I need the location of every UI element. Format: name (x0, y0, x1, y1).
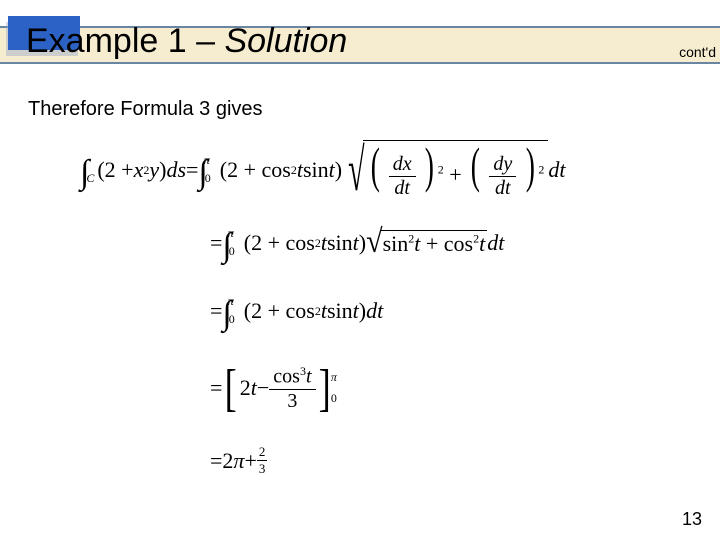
slide-title: Example 1 – Solution (26, 22, 347, 61)
dt-tail-1: dt (548, 157, 565, 183)
equals-5: = (210, 448, 222, 474)
plus-1: + (449, 162, 467, 187)
int-upper-pi-b: π (228, 226, 234, 241)
sqrt-2: √ (366, 223, 382, 260)
frac-num: 2 (257, 444, 268, 461)
rhs-a: (2 + cos (220, 157, 291, 183)
dt-tail-3: dt (366, 298, 383, 324)
exp-2d: 2 (538, 163, 544, 177)
two: 2 (240, 375, 251, 401)
rp1: ) (335, 157, 342, 183)
int-lower-0c: 0 (229, 312, 235, 327)
dt2: dt (495, 177, 511, 199)
dt-tail-2: dt (487, 230, 504, 256)
int-lower-0a: 0 (205, 171, 211, 186)
lhs-close: ) (159, 157, 166, 183)
sin2: sin (383, 231, 409, 256)
lim-pi: π (331, 367, 337, 389)
lead-text: Therefore Formula 3 gives (28, 98, 263, 121)
eval-limits: π 0 (331, 367, 337, 410)
int-sub-c: C (86, 171, 94, 186)
lbracket: [ (225, 368, 237, 410)
rp2: ) (359, 230, 366, 256)
equals-4: = (210, 375, 222, 401)
t6: t (479, 231, 485, 256)
eq-line-3: = ∫ 0 π (2 + cos2t sin t) dt (210, 292, 383, 330)
sin-txt3: sin (327, 298, 353, 324)
frac-den: 3 (257, 461, 268, 477)
rp3: ) (359, 298, 366, 324)
ds: ds (166, 157, 186, 183)
lim-0: 0 (331, 388, 337, 410)
page-number: 13 (682, 509, 702, 530)
int-upper-pi-a: π (204, 153, 210, 168)
title-em: Solution (224, 22, 347, 60)
sqrt-arg-1: ( dxdt )2 + ( dydt )2 (363, 140, 549, 200)
den-3: 3 (283, 390, 301, 413)
sqrt-arg-2: sin2t + cos2t (381, 230, 488, 257)
minus: − (257, 375, 269, 401)
t10: t (306, 366, 312, 388)
plus-2: + (244, 448, 256, 474)
exp-2c: 2 (438, 163, 444, 177)
var-y: y (149, 157, 159, 183)
frac-2-3: 2 3 (257, 444, 268, 477)
eq-line-1: ∫ C (2 + x2y ) ds = ∫ 0 π (2 + cos2t sin… (80, 140, 566, 200)
cos2: + cos (426, 231, 473, 256)
lhs-open: (2 + (97, 157, 133, 183)
title-main: Example 1 – (26, 22, 224, 60)
equals-3: = (210, 298, 222, 324)
eq-line-2: = ∫ 0 π (2 + cos2t sin t) √ sin2t + cos2… (210, 224, 504, 262)
two-b: 2 (222, 448, 233, 474)
equals-1: = (186, 157, 198, 183)
rbracket: ] (318, 368, 330, 410)
var-x: x (134, 157, 144, 183)
cos3: cos (273, 366, 300, 388)
dy: dy (493, 153, 512, 175)
pi-final: π (233, 448, 244, 474)
t5: t (414, 231, 420, 256)
int-upper-pi-c: π (228, 294, 234, 309)
eq-line-4: = [ 2t − cos3t 3 ] π 0 (210, 364, 337, 413)
sin-txt: sin (303, 157, 329, 183)
math-block: ∫ C (2 + x2y ) ds = ∫ 0 π (2 + cos2t sin… (80, 132, 680, 492)
dt1: dt (394, 177, 410, 199)
int-lower-0b: 0 (229, 244, 235, 259)
contd-label: cont'd (679, 44, 716, 60)
equals-2: = (210, 230, 222, 256)
dx: dx (393, 153, 412, 175)
rhs-a2: (2 + cos (244, 230, 315, 256)
eq-line-5: = 2π + 2 3 (210, 444, 267, 477)
rhs-a3: (2 + cos (244, 298, 315, 324)
slide-header: Example 1 – Solution cont'd (0, 16, 720, 76)
sqrt-1: √ (348, 138, 364, 206)
sin-txt2: sin (327, 230, 353, 256)
